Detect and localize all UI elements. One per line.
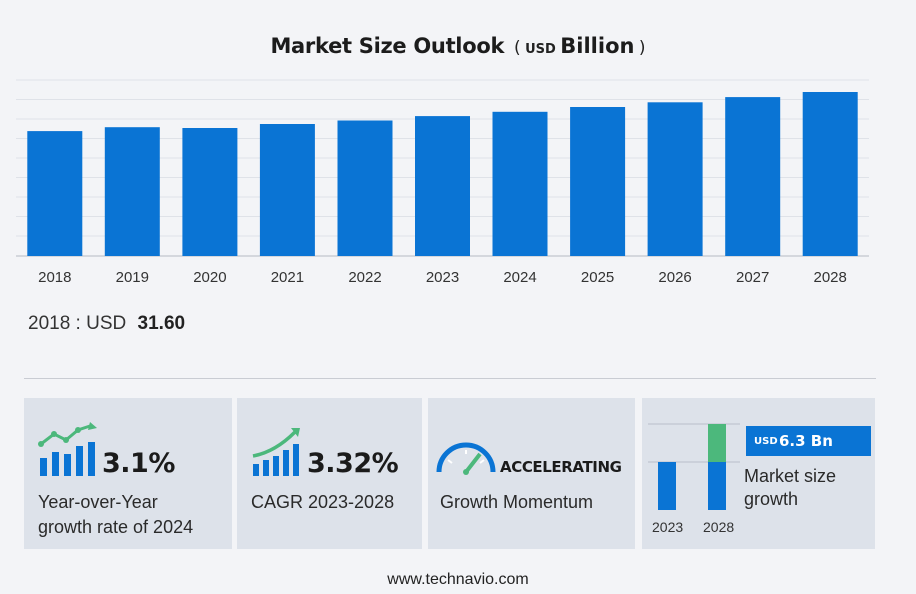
bar-chart: 2018 2019 2020 2021 2022 2023 2024 2025 2026 2027…	[16, 79, 869, 286]
bar-2022	[337, 120, 393, 256]
bar-2027	[725, 97, 781, 256]
chart-x-ticks: 2018 2019 2020 2021 2022 2023 2024 2025 2026 2027…	[38, 269, 847, 286]
base-year-value: 2018 : USD 31.60	[28, 313, 185, 335]
growth-currency: USD	[754, 436, 778, 447]
yoy-value: 3.1%	[102, 448, 175, 479]
growth-label-line2: growth	[744, 489, 799, 509]
growth-bars-icon	[38, 422, 97, 476]
title-currency: USD	[525, 42, 556, 57]
mini-growth-chart	[648, 423, 740, 510]
x-tick-2025: 2025	[581, 269, 614, 286]
title-paren-open: (	[508, 38, 521, 58]
bar-2026	[647, 102, 703, 256]
growth-badge: USD 6.3 Bn	[746, 426, 871, 456]
base-amount: 31.60	[137, 313, 186, 334]
mini-year-start: 2023	[652, 519, 684, 535]
x-tick-2027: 2027	[736, 269, 769, 286]
speedometer-icon	[436, 442, 496, 475]
bar-2023	[415, 116, 470, 256]
chart-bars	[27, 92, 858, 256]
mini-bar-2023	[658, 462, 676, 510]
yoy-label-line2: growth rate of 2024	[38, 517, 194, 537]
bar-2028	[802, 92, 858, 256]
title-main: Market Size Outlook	[270, 34, 505, 58]
x-tick-2020: 2020	[193, 269, 226, 286]
title-unit: Billion	[560, 34, 635, 58]
growth-value: 6.3 Bn	[779, 432, 833, 450]
bar-2020	[182, 128, 238, 256]
mini-bar-increment	[708, 424, 726, 462]
bar-2018	[27, 131, 83, 256]
cagr-chart-icon	[252, 428, 300, 476]
x-tick-2028: 2028	[814, 269, 847, 286]
x-tick-2024: 2024	[503, 269, 536, 286]
cagr-label: CAGR 2023-2028	[251, 492, 395, 512]
x-tick-2023: 2023	[426, 269, 459, 286]
base-year: 2018	[28, 313, 71, 334]
x-tick-2026: 2026	[658, 269, 691, 286]
source-footer: www.technavio.com	[387, 571, 529, 588]
section-divider	[24, 378, 876, 379]
bar-2024	[492, 111, 548, 256]
base-sep: :	[70, 313, 87, 334]
x-tick-2018: 2018	[38, 269, 71, 286]
bar-2021	[259, 124, 315, 256]
yoy-label-line1: Year-over-Year	[38, 492, 158, 512]
momentum-card: ACCELERATING Growth Momentum	[428, 398, 635, 549]
title-paren-close: )	[638, 38, 646, 58]
bar-2019	[104, 127, 160, 256]
cagr-card: 3.32% CAGR 2023-2028	[237, 398, 422, 549]
yoy-card: 3.1% Year-over-Year growth rate of 2024	[24, 398, 232, 549]
market-growth-card: 2023 2028 USD 6.3 Bn Market size growth	[642, 398, 875, 549]
x-tick-2021: 2021	[271, 269, 304, 286]
mini-year-end: 2028	[703, 519, 735, 535]
x-tick-2019: 2019	[116, 269, 149, 286]
cagr-value: 3.32%	[307, 448, 399, 479]
momentum-value: ACCELERATING	[500, 458, 622, 476]
chart-title: Market Size Outlook ( USD Billion )	[0, 34, 916, 58]
bar-2025	[570, 107, 626, 256]
momentum-label: Growth Momentum	[440, 492, 594, 512]
base-currency: USD	[86, 313, 127, 334]
x-tick-2022: 2022	[348, 269, 381, 286]
mini-bar-2028	[708, 462, 726, 510]
growth-label-line1: Market size	[744, 466, 837, 486]
